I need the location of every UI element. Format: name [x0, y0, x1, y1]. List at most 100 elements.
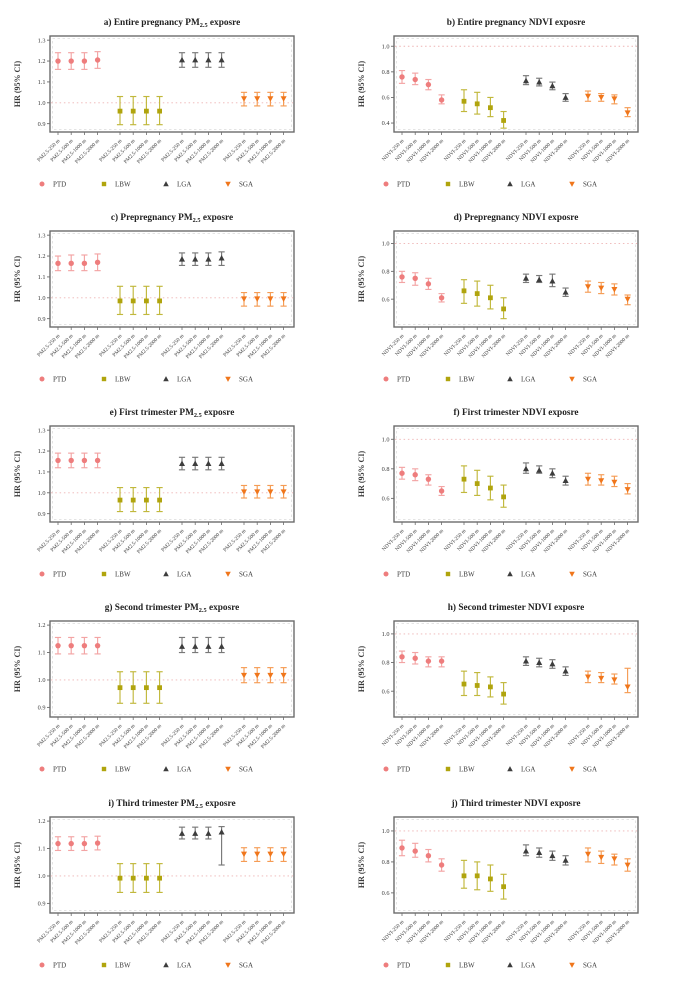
legend-label: LBW [459, 961, 475, 969]
point-marker [438, 97, 445, 103]
legend-label: LGA [177, 375, 191, 383]
point-marker [280, 672, 287, 679]
point-marker [205, 460, 212, 466]
panel-f-chart: f) First trimester NDVI exposre HR (95% C… [357, 407, 639, 578]
legend-item-PTD: PTD [383, 765, 410, 773]
point-marker [425, 476, 432, 482]
data-point-PTD-NDVI-2000 m [438, 858, 445, 872]
data-point-LGA-NDVI-250 m [522, 462, 530, 474]
data-point-LGA-NDVI-2000 m [562, 666, 569, 677]
point-marker [522, 847, 530, 854]
data-point-PTD-PM2.5-250 m [54, 836, 62, 852]
ptd-legend-icon [383, 962, 389, 968]
series-LGA [522, 656, 569, 677]
y-tick-label: 1.2 [38, 622, 46, 629]
panel-b: b) Entire pregnancy NDVI exposre HR (95% … [352, 10, 688, 205]
data-point-PTD-NDVI-250 m [398, 69, 406, 84]
lbw-legend-icon [101, 571, 107, 577]
point-marker [624, 296, 631, 303]
data-point-LBW-PM2.5-500 m [130, 863, 137, 894]
y-tick-label: 0.6 [382, 890, 390, 897]
sga-legend-icon [225, 376, 231, 382]
legend-label: SGA [583, 375, 597, 383]
point-marker [522, 465, 530, 472]
point-marker [157, 108, 162, 114]
y-axis-label: HR (95% CI) [13, 646, 22, 693]
point-marker [584, 93, 592, 100]
series-SGA [584, 847, 631, 872]
panel-title: a) Entire pregnancy PM2.5 exposre [104, 17, 240, 29]
point-marker [488, 876, 493, 882]
panel-a-chart: a) Entire pregnancy PM2.5 exposre HR (95%… [13, 17, 295, 188]
lbw-legend-icon [445, 181, 451, 187]
point-marker [562, 477, 569, 484]
series-SGA [240, 291, 287, 307]
legend-label: SGA [583, 765, 597, 773]
data-point-SGA-PM2.5-500 m [254, 847, 261, 863]
series-PTD [398, 69, 445, 105]
panel-title: j) Third trimester NDVI exposre [450, 798, 580, 809]
y-tick-label: 1.1 [38, 79, 46, 86]
data-point-LBW-NDVI-500 m [474, 861, 481, 891]
point-marker [522, 275, 530, 281]
data-point-SGA-NDVI-500 m [598, 474, 605, 486]
legend-item-PTD: PTD [383, 375, 410, 383]
legend-label: LGA [177, 180, 191, 188]
legend-label: PTD [53, 961, 66, 969]
lga-legend-icon [163, 571, 169, 577]
legend-item-SGA: SGA [569, 961, 597, 969]
data-point-SGA-NDVI-250 m [584, 847, 592, 863]
series-LBW [460, 859, 507, 900]
data-point-PTD-NDVI-2000 m [438, 94, 445, 105]
data-point-LGA-NDVI-250 m [522, 844, 530, 857]
plot-frame [49, 620, 295, 718]
point-marker [94, 259, 101, 266]
point-marker [501, 691, 506, 697]
y-tick-label: 1.0 [382, 241, 390, 248]
panel-a: a) Entire pregnancy PM2.5 exposre HR (95%… [8, 10, 344, 205]
data-point-SGA-NDVI-250 m [584, 472, 592, 486]
point-marker [280, 296, 287, 302]
point-marker [501, 306, 506, 312]
data-point-LBW-NDVI-2000 m [500, 682, 507, 705]
legend-item-SGA: SGA [225, 375, 253, 383]
data-point-SGA-PM2.5-1000 m [267, 847, 274, 863]
legend-label: LBW [115, 961, 131, 969]
data-point-SGA-NDVI-2000 m [624, 858, 631, 872]
data-point-LGA-PM2.5-1000 m [205, 252, 212, 267]
data-point-LBW-PM2.5-1000 m [143, 95, 150, 126]
data-point-PTD-PM2.5-2000 m [94, 51, 101, 69]
data-point-SGA-NDVI-500 m [598, 93, 605, 102]
series-SGA [584, 90, 631, 118]
data-point-LBW-PM2.5-2000 m [156, 863, 163, 894]
data-point-LBW-PM2.5-1000 m [143, 486, 150, 513]
data-point-LGA-NDVI-500 m [536, 77, 543, 87]
data-point-SGA-NDVI-1000 m [611, 283, 618, 296]
data-point-LGA-PM2.5-250 m [178, 636, 186, 654]
sga-legend-icon [225, 962, 231, 968]
point-marker [205, 56, 212, 63]
data-point-PTD-NDVI-2000 m [438, 293, 445, 303]
point-marker [461, 873, 467, 879]
point-marker [254, 96, 261, 102]
legend-item-LGA: LGA [507, 570, 535, 578]
point-marker [157, 685, 162, 691]
point-marker [584, 851, 592, 858]
point-marker [254, 296, 261, 302]
y-tick-label: 0.9 [38, 511, 46, 518]
legend-item-PTD: PTD [383, 180, 410, 188]
panel-title: g) Second trimester PM2.5 exposre [105, 602, 240, 614]
data-point-SGA-NDVI-250 m [584, 670, 592, 684]
point-marker [157, 298, 162, 304]
ptd-legend-icon [39, 766, 45, 772]
data-point-SGA-NDVI-2000 m [624, 294, 631, 306]
point-marker [178, 56, 186, 63]
legend-item-PTD: PTD [39, 180, 66, 188]
point-marker [412, 76, 418, 83]
data-point-SGA-PM2.5-250 m [240, 291, 248, 307]
point-marker [562, 94, 569, 100]
series-SGA [584, 472, 631, 495]
data-point-LBW-PM2.5-250 m [116, 671, 124, 704]
sga-legend-icon [569, 376, 575, 382]
data-point-LBW-NDVI-250 m [460, 465, 468, 494]
